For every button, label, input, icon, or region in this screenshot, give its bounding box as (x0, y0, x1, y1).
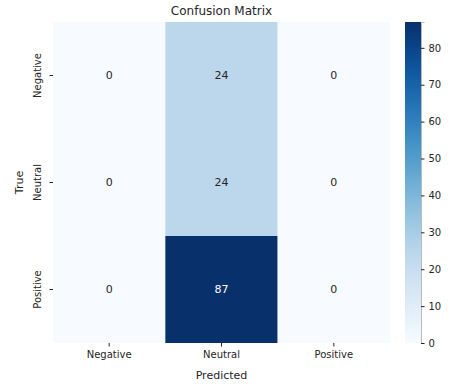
data-label: 0 (106, 69, 113, 82)
colorbar-tick: 10 (421, 301, 441, 312)
x-tick-label: Negative (87, 349, 132, 360)
colorbar-tick-mark (421, 159, 425, 160)
y-tick-mark (50, 182, 54, 183)
y-tick-label: Positive (32, 270, 43, 309)
cell (165, 236, 277, 343)
title: Confusion Matrix (171, 4, 272, 18)
colorbar-axis: 0 10 20 30 40 50 60 70 80 (421, 23, 441, 349)
colorbar-tick: 0 (421, 338, 435, 349)
colorbar-tick-label: 50 (429, 153, 442, 164)
y-tick-label: Neutral (32, 164, 43, 201)
cell (278, 22, 390, 129)
data-label: 24 (215, 69, 229, 82)
colorbar-tick-mark (421, 269, 425, 270)
data-labels: 0 24 0 0 24 0 0 87 0 (106, 69, 338, 296)
x-tick-label: Positive (315, 349, 354, 360)
data-label: 0 (330, 69, 337, 82)
colorbar-tick-mark (421, 343, 425, 344)
cell (278, 129, 390, 236)
cell (53, 236, 165, 343)
colorbar-tick-mark (421, 232, 425, 233)
cell (165, 129, 277, 236)
chart: 024002400870NegativeNeutralPositiveNegat… (0, 0, 471, 388)
colorbar-tick-label: 40 (429, 190, 442, 201)
cell (165, 22, 277, 129)
colorbar-tick-mark (421, 85, 425, 86)
colorbar-tick-mark (421, 306, 425, 307)
cell (278, 236, 390, 343)
colorbar (405, 22, 421, 343)
colorbar-tick-mark (421, 122, 425, 123)
data-label: 0 (106, 283, 113, 296)
cell (53, 129, 165, 236)
colorbar-tick-label: 0 (429, 338, 435, 349)
data-label: 0 (106, 176, 113, 189)
x-tick-label: Neutral (203, 349, 240, 360)
y-axis-title: True (13, 171, 26, 196)
data-label: 24 (215, 176, 229, 189)
colorbar-tick-label: 30 (429, 227, 442, 238)
colorbar-tick: 70 (421, 79, 441, 90)
x-tick-mark (333, 343, 334, 347)
y-tick: Positive (32, 270, 53, 309)
colorbar-tick-label: 60 (429, 116, 442, 127)
x-axis-line (54, 344, 391, 347)
colorbar-tick-label: 20 (429, 264, 442, 275)
y-tick: Neutral (32, 164, 53, 201)
colorbar-tick: 60 (421, 116, 441, 127)
x-axis-title: Predicted (196, 369, 248, 382)
y-tick-mark (50, 75, 54, 76)
x-tick: Positive (315, 343, 354, 360)
colorbar-tick: 80 (421, 43, 441, 54)
data-label: 0 (330, 283, 337, 296)
cells (53, 22, 390, 343)
x-axis: Negative Neutral Positive (54, 343, 391, 360)
colorbar-tick-label: 80 (429, 43, 442, 54)
y-axis-line (50, 23, 54, 344)
y-tick-mark (50, 289, 54, 290)
colorbar-tick-mark (421, 48, 425, 49)
colorbar-tick: 50 (421, 153, 441, 164)
y-tick: Negative (32, 53, 53, 98)
data-label: 87 (215, 283, 229, 296)
colorbar-tick-mark (421, 195, 425, 196)
colorbar-tick-label: 10 (429, 301, 442, 312)
data-label: 0 (330, 176, 337, 189)
y-axis: Negative Neutral Positive (32, 23, 54, 344)
colorbar-tick-label: 70 (429, 79, 442, 90)
colorbar-tick: 30 (421, 227, 441, 238)
x-tick-mark (109, 343, 110, 347)
x-tick-mark (221, 343, 222, 347)
y-tick-label: Negative (32, 53, 43, 98)
x-tick: Negative (87, 343, 132, 360)
colorbar-axis-line (422, 23, 425, 344)
cell (53, 22, 165, 129)
colorbar-tick: 20 (421, 264, 441, 275)
colorbar-tick: 40 (421, 190, 441, 201)
x-tick: Neutral (203, 343, 240, 360)
